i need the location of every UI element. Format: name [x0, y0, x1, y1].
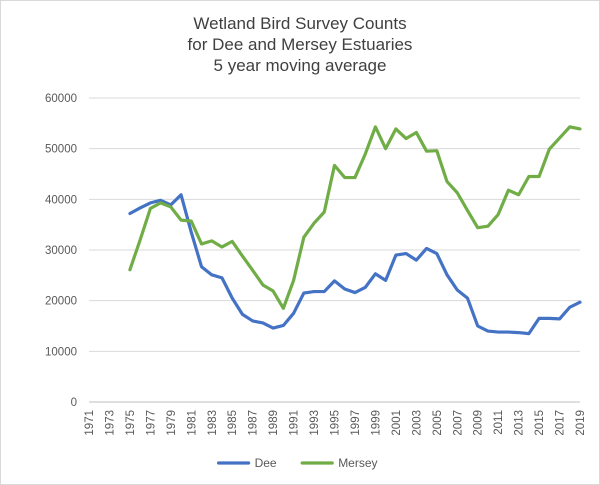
y-tick-label-30000: 30000	[45, 245, 77, 257]
x-tick-label-2001: 2001	[391, 410, 403, 436]
y-tick-label-0: 0	[71, 397, 77, 409]
x-tick-label-1975: 1975	[125, 410, 137, 436]
legend-label-mersey: Mersey	[338, 456, 377, 470]
chart-title: Wetland Bird Survey Counts for Dee and M…	[1, 13, 599, 76]
series-line-mersey	[128, 125, 582, 310]
x-tick-label-1997: 1997	[350, 410, 362, 436]
x-tick-label-1991: 1991	[289, 410, 301, 436]
x-tick-label-2007: 2007	[452, 410, 464, 436]
x-tick-label-2009: 2009	[473, 410, 485, 436]
x-tick-label-2011: 2011	[493, 410, 505, 435]
x-tick-label-1985: 1985	[227, 410, 239, 436]
x-tick-label-1987: 1987	[248, 410, 260, 436]
y-tick-label-60000: 60000	[45, 93, 77, 105]
chart-title-line-2: for Dee and Mersey Estuaries	[187, 35, 413, 54]
chart-title-line-3: 5 year moving average	[213, 56, 387, 75]
x-tick-label-1993: 1993	[309, 410, 321, 436]
x-tick-label-1989: 1989	[268, 410, 280, 436]
y-tick-label-20000: 20000	[45, 296, 77, 308]
legend-label-dee: Dee	[255, 456, 277, 470]
x-tick-label-2017: 2017	[555, 410, 567, 436]
x-tick-label-1983: 1983	[207, 410, 219, 436]
chart-title-line-1: Wetland Bird Survey Counts	[193, 14, 407, 33]
x-tick-label-2013: 2013	[514, 410, 526, 436]
y-tick-label-10000: 10000	[45, 346, 77, 358]
x-tick-label-1977: 1977	[145, 410, 157, 436]
x-tick-label-1973: 1973	[104, 410, 116, 436]
x-tick-label-1995: 1995	[330, 410, 342, 436]
x-tick-label-1971: 1971	[84, 410, 96, 436]
x-tick-label-2015: 2015	[534, 410, 546, 436]
x-tick-label-1979: 1979	[166, 410, 178, 436]
series-line-dee	[128, 193, 582, 336]
y-tick-label-50000: 50000	[45, 144, 77, 156]
x-tick-label-1999: 1999	[370, 410, 382, 436]
x-tick-label-2005: 2005	[432, 410, 444, 436]
x-tick-label-1981: 1981	[186, 410, 198, 436]
x-tick-label-2003: 2003	[411, 410, 423, 436]
y-tick-label-40000: 40000	[45, 194, 77, 206]
x-tick-label-2019: 2019	[575, 410, 587, 436]
